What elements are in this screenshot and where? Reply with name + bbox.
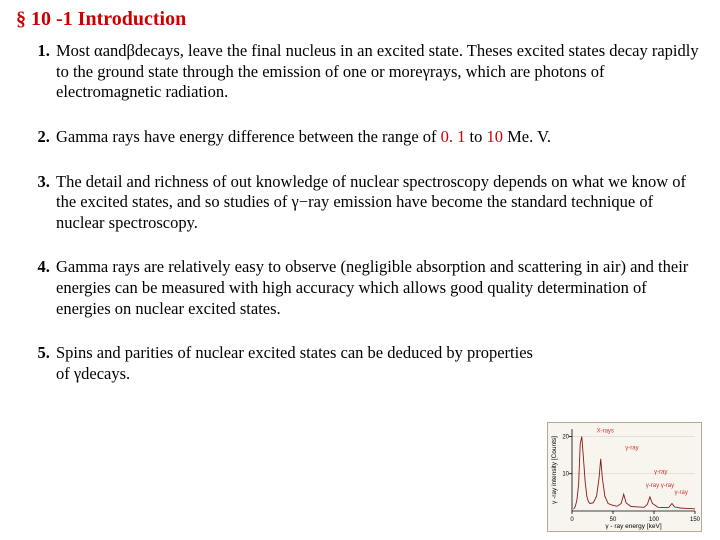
- svg-text:γ-ray: γ-ray: [654, 470, 667, 476]
- svg-text:0: 0: [570, 517, 574, 523]
- svg-text:10: 10: [562, 472, 569, 478]
- item-text: The detail and richness of out knowledge…: [56, 172, 686, 232]
- item-text: Most αandβdecays, leave the final nucleu…: [56, 41, 699, 101]
- svg-text:γ - ray energy [keV]: γ - ray energy [keV]: [605, 523, 662, 530]
- svg-text:150: 150: [690, 517, 701, 523]
- item-text: Gamma rays have energy difference betwee…: [56, 127, 551, 146]
- svg-text:γ-ray: γ-ray: [625, 446, 638, 452]
- list-item: Gamma rays have energy difference betwee…: [54, 127, 704, 148]
- list-item: Gamma rays are relatively easy to observ…: [54, 257, 704, 319]
- svg-text:γ-ray: γ-ray: [675, 490, 688, 496]
- item-text: Gamma rays are relatively easy to observ…: [56, 257, 688, 317]
- list-item: Spins and parities of nuclear excited st…: [54, 343, 704, 384]
- svg-text:20: 20: [562, 434, 569, 440]
- section-title: § 10 -1 Introduction: [16, 8, 704, 31]
- item-text: Spins and parities of nuclear excited st…: [56, 343, 533, 383]
- gamma-spectrum-chart: 1020050100150X-raysγ-rayγ-rayγ-ray γ-ray…: [547, 422, 702, 532]
- svg-text:X-rays: X-rays: [597, 429, 614, 435]
- svg-text:γ -ray intensity [Counts]: γ -ray intensity [Counts]: [551, 436, 558, 504]
- svg-text:γ-ray γ-ray: γ-ray γ-ray: [646, 483, 674, 489]
- intro-list: Most αandβdecays, leave the final nucleu…: [16, 41, 704, 385]
- list-item: The detail and richness of out knowledge…: [54, 172, 704, 234]
- list-item: Most αandβdecays, leave the final nucleu…: [54, 41, 704, 103]
